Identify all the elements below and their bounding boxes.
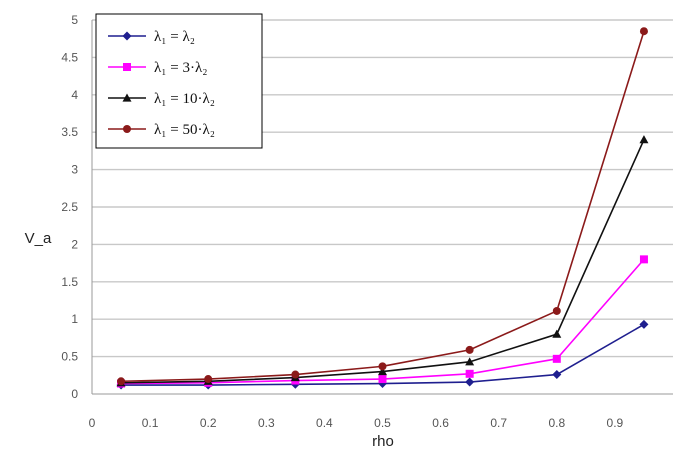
x-tick-label: 0.6 [432, 416, 449, 430]
data-point-diamond [552, 370, 562, 380]
data-point-circle [552, 306, 561, 315]
legend-label: λ₁ = 3·λ₂ [154, 60, 207, 76]
data-point-square [123, 63, 131, 71]
y-axis-label: V_a [25, 230, 52, 247]
data-point-circle [123, 125, 131, 133]
y-tick-label: 1 [71, 312, 78, 326]
data-point-diamond [639, 319, 649, 329]
legend-label: λ₁ = 50·λ₂ [154, 122, 215, 138]
data-point-circle [117, 377, 126, 386]
y-tick-label: 4 [71, 88, 78, 102]
x-axis-label: rho [372, 433, 394, 449]
data-point-circle [465, 345, 474, 354]
y-tick-label: 2 [71, 237, 78, 251]
data-point-circle [378, 362, 387, 371]
y-tick-label: 1.5 [61, 275, 78, 289]
y-tick-label: 5 [71, 13, 78, 27]
data-point-circle [291, 370, 300, 379]
x-tick-label: 0.2 [200, 416, 217, 430]
data-point-triangle [122, 93, 132, 102]
y-tick-label: 4.5 [61, 50, 78, 64]
data-point-square [465, 369, 474, 378]
series-group [116, 27, 649, 390]
series-circle [117, 27, 648, 386]
x-tick-label: 0.8 [548, 416, 565, 430]
axes: 0 0.5 1 1.5 2 2.5 3 3.5 4 4.5 5 0 0.1 0.2 0.3 0.4 0.5 0.6… [61, 13, 673, 430]
x-tick-label: 0.4 [316, 416, 333, 430]
x-tick-label: 0.9 [607, 416, 624, 430]
data-point-triangle [465, 357, 475, 366]
x-tick-label: 0.7 [490, 416, 507, 430]
data-point-square [378, 375, 387, 384]
y-tick-label: 0 [71, 387, 78, 401]
x-tick-label: 0 [89, 416, 96, 430]
legend-label: λ₁ = 10·λ₂ [154, 91, 215, 107]
data-point-square [552, 354, 561, 363]
data-point-circle [639, 27, 648, 36]
data-point-triangle [378, 367, 387, 376]
y-tick-label: 3.5 [61, 125, 78, 139]
data-point-diamond [122, 31, 132, 41]
data-point-circle [204, 375, 213, 384]
data-point-triangle [552, 329, 562, 338]
x-tick-label: 0.1 [142, 416, 159, 430]
y-tick-label: 3 [71, 163, 78, 177]
data-point-square [639, 255, 648, 264]
data-point-triangle [639, 135, 649, 144]
x-tick-label: 0.3 [258, 416, 275, 430]
legend: λ₁ = λ₂ λ₁ = 3·λ₂ λ₁ = 10·λ₂ λ₁ = 50·λ₂ [95, 13, 263, 149]
data-point-diamond [465, 377, 475, 387]
legend-label: λ₁ = λ₂ [154, 29, 195, 45]
y-tick-label: 0.5 [61, 350, 78, 364]
y-tick-label: 2.5 [61, 200, 78, 214]
x-tick-label: 0.5 [374, 416, 391, 430]
